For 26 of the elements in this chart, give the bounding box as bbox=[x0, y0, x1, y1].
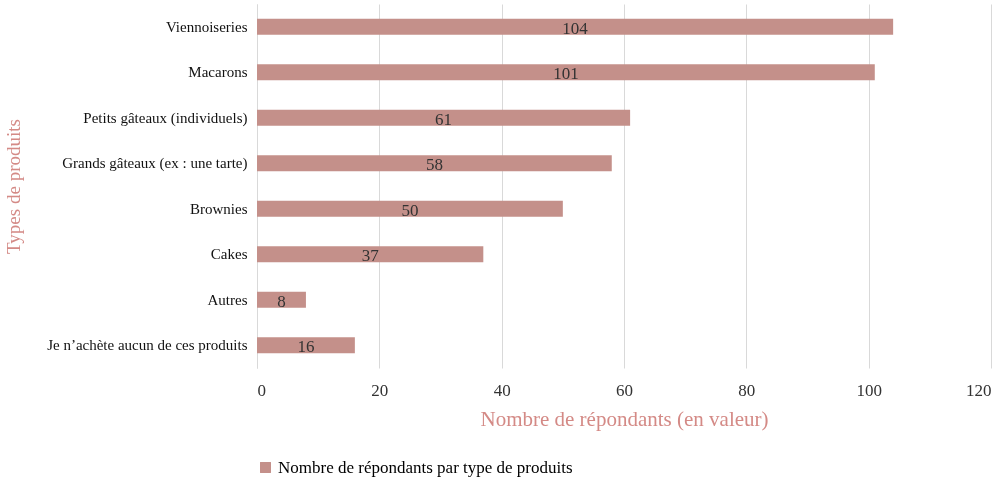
x-tick-label: 40 bbox=[493, 380, 511, 400]
data-label: 50 bbox=[401, 200, 419, 220]
x-tick-label: 80 bbox=[738, 380, 756, 400]
data-label: 61 bbox=[435, 109, 453, 129]
data-label: 37 bbox=[361, 246, 380, 266]
y-tick-label: Macarons bbox=[188, 64, 248, 81]
x-tick-label: 100 bbox=[856, 380, 882, 400]
y-tick-label: Cakes bbox=[210, 246, 248, 263]
y-axis-title: Types de produits bbox=[2, 119, 24, 254]
data-label: 8 bbox=[277, 291, 286, 311]
legend-label: Nombre de répondants par type de produits bbox=[278, 457, 573, 477]
y-tick-label: Grands gâteaux (ex : une tarte) bbox=[62, 155, 248, 173]
y-tick-label: Brownies bbox=[190, 200, 248, 217]
y-tick-label: Je n’achète aucun de ces produits bbox=[47, 337, 248, 354]
data-label: 16 bbox=[297, 337, 315, 357]
data-label: 104 bbox=[562, 18, 589, 38]
x-tick-label: 120 bbox=[966, 380, 992, 400]
y-tick-label: Petits gâteaux (individuels) bbox=[83, 109, 248, 127]
x-axis-title: Nombre de répondants (en valeur) bbox=[480, 406, 769, 431]
data-label: 58 bbox=[425, 155, 443, 175]
x-tick-label: 20 bbox=[371, 380, 389, 400]
data-label: 101 bbox=[553, 64, 579, 84]
y-tick-label: Viennoiseries bbox=[165, 18, 248, 35]
y-tick-label: Autres bbox=[207, 291, 248, 308]
x-tick-label: 0 bbox=[257, 380, 266, 400]
x-tick-label: 60 bbox=[616, 380, 633, 400]
